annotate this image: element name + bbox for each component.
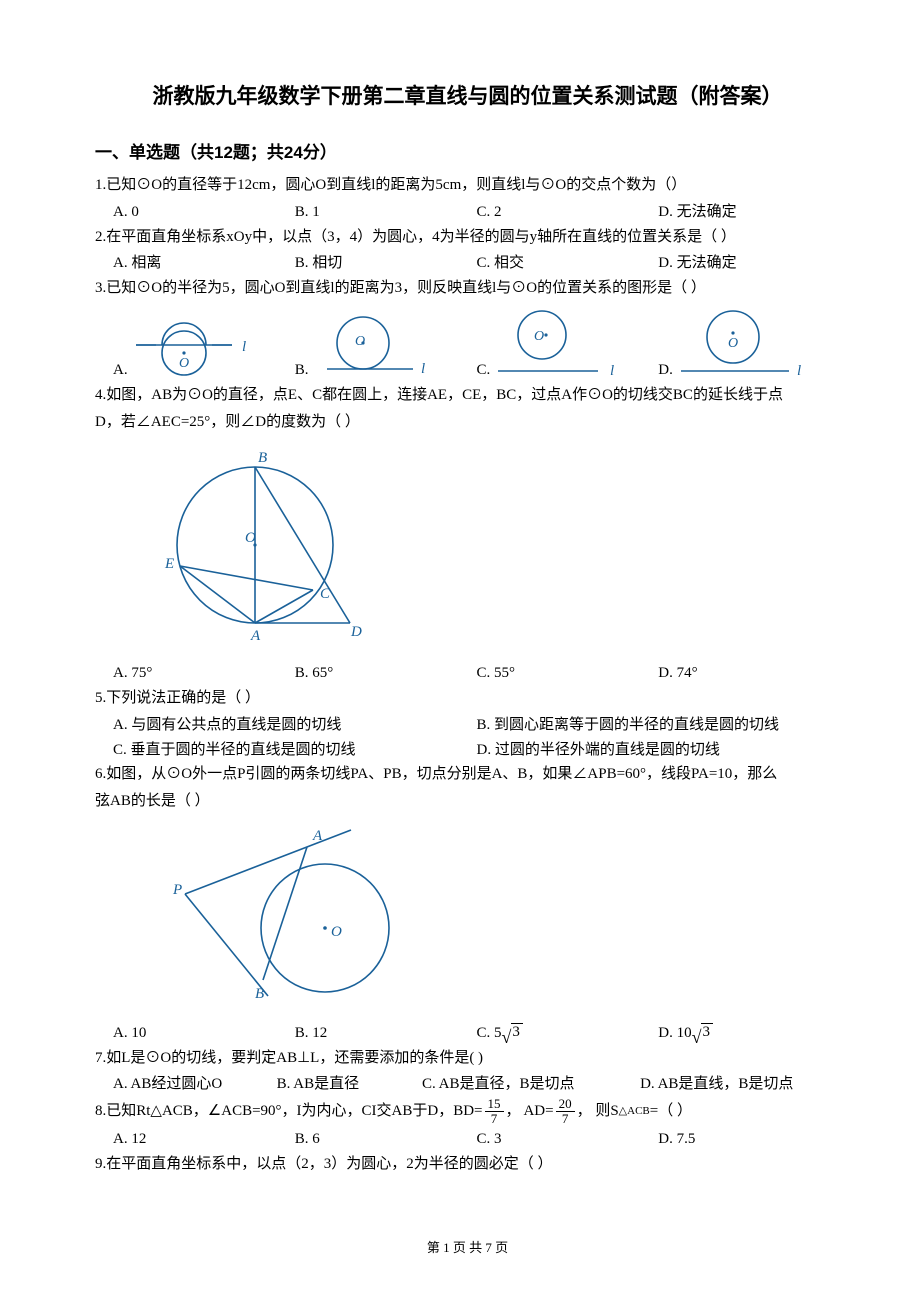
q2-opt-b: B. 相切 (295, 251, 477, 276)
question-6-options: A. 10 B. 12 C. 5√3 D. 10√3 (95, 1021, 840, 1046)
svg-text:B: B (258, 450, 267, 466)
q5-opt-a: A. 与圆有公共点的直线是圆的切线 (113, 713, 477, 738)
q1-opt-b: B. 1 (295, 200, 477, 225)
svg-text:O: O (728, 336, 738, 351)
svg-text:D: D (350, 624, 362, 640)
q6-opt-d: D. 10√3 (658, 1021, 840, 1046)
q8-opt-b: B. 6 (295, 1127, 477, 1152)
question-2: 2.在平面直角坐标系xOy中，以点（3，4）为圆心，4为半径的圆与y轴所在直线的… (95, 225, 840, 250)
question-6-line1: 6.如图，从⊙O外一点P引圆的两条切线PA、PB，切点分别是A、B，如果∠APB… (95, 762, 840, 787)
q7-opt-b: B. AB是直径 (277, 1072, 422, 1097)
q5-opt-c: C. 垂直于圆的半径的直线是圆的切线 (113, 738, 477, 763)
q4-figure: O B A E C D (155, 440, 840, 655)
q7-opt-c: C. AB是直径，B是切点 (422, 1072, 640, 1097)
q8-opt-d: D. 7.5 (658, 1127, 840, 1152)
svg-text:O: O (534, 329, 544, 344)
q6-figure: O P A B (155, 820, 840, 1015)
svg-text:O: O (355, 334, 365, 349)
svg-text:P: P (172, 882, 182, 898)
svg-text:l: l (610, 363, 614, 379)
svg-text:A: A (250, 628, 261, 644)
question-3: 3.已知⊙O的半径为5，圆心O到直线l的距离为3，则反映直线l与⊙O的位置关系的… (95, 276, 840, 301)
question-4-options: A. 75° B. 65° C. 55° D. 74° (95, 661, 840, 686)
question-4-line1: 4.如图，AB为⊙O的直径，点E、C都在圆上，连接AE，CE，BC，过点A作⊙O… (95, 383, 840, 408)
page: 浙教版九年级数学下册第二章直线与圆的位置关系测试题（附答案） 一、单选题（共12… (0, 0, 920, 1296)
question-1-options: A. 0 B. 1 C. 2 D. 无法确定 (95, 200, 840, 225)
q2-opt-c: C. 相交 (477, 251, 659, 276)
q5-opt-d: D. 过圆的半径外端的直线是圆的切线 (477, 738, 841, 763)
q3-opt-c: C. O l (477, 307, 659, 379)
q2-opt-d: D. 无法确定 (658, 251, 840, 276)
q3-opt-b: B. O l (295, 307, 477, 379)
q4-opt-a: A. 75° (113, 661, 295, 686)
q3-fig-d: O l (677, 307, 807, 379)
q8-opt-a: A. 12 (113, 1127, 295, 1152)
q3-fig-b: O l (313, 307, 433, 379)
svg-text:l: l (421, 361, 425, 377)
q6-opt-c: C. 5√3 (477, 1021, 659, 1046)
question-3-options: A. O l B. O l C. (95, 307, 840, 379)
section-heading: 一、单选题（共12题；共24分） (95, 138, 840, 163)
svg-text:O: O (331, 924, 342, 940)
q5-opt-b: B. 到圆心距离等于圆的半径的直线是圆的切线 (477, 713, 841, 738)
question-6-line2: 弦AB的长是（ ） (95, 789, 840, 814)
page-footer: 第 1 页 共 7 页 (95, 1237, 840, 1256)
question-2-options: A. 相离 B. 相切 C. 相交 D. 无法确定 (95, 251, 840, 276)
svg-text:l: l (797, 363, 801, 379)
q3-opt-a: A. O l (113, 307, 295, 379)
q2-opt-a: A. 相离 (113, 251, 295, 276)
q7-opt-a: A. AB经过圆心O (113, 1072, 277, 1097)
q6-opt-b: B. 12 (295, 1021, 477, 1046)
q8-opt-c: C. 3 (477, 1127, 659, 1152)
q4-opt-b: B. 65° (295, 661, 477, 686)
q1-opt-d: D. 无法确定 (658, 200, 840, 225)
svg-text:E: E (164, 556, 174, 572)
q4-opt-c: C. 55° (477, 661, 659, 686)
fraction-2: 20 7 (556, 1097, 575, 1125)
fraction-1: 15 7 (485, 1097, 504, 1125)
question-4-line2: D，若∠AEC=25°，则∠D的度数为（ ） (95, 410, 840, 435)
question-8-options: A. 12 B. 6 C. 3 D. 7.5 (95, 1127, 840, 1152)
question-1: 1.已知⊙O的直径等于12cm，圆心O到直线l的距离为5cm，则直线l与⊙O的交… (95, 173, 840, 198)
q4-opt-d: D. 74° (658, 661, 840, 686)
svg-text:O: O (179, 356, 189, 371)
q3-fig-a: O l (132, 307, 252, 379)
svg-text:l: l (242, 339, 246, 355)
question-5-options: A. 与圆有公共点的直线是圆的切线 B. 到圆心距离等于圆的半径的直线是圆的切线… (95, 713, 840, 763)
question-8: 8.已知Rt△ACB，∠ACB=90°，I为内心，CI交AB于D，BD= 15 … (95, 1097, 840, 1125)
q6-opt-a: A. 10 (113, 1021, 295, 1046)
q3-fig-c: O l (494, 307, 624, 379)
question-7: 7.如L是⊙O的切线，要判定AB⊥L，还需要添加的条件是( ) (95, 1046, 840, 1071)
question-7-options: A. AB经过圆心O B. AB是直径 C. AB是直径，B是切点 D. AB是… (95, 1072, 840, 1097)
q3-opt-d: D. O l (658, 307, 840, 379)
q7-opt-d: D. AB是直线，B是切点 (640, 1072, 840, 1097)
question-5: 5.下列说法正确的是（ ） (95, 686, 840, 711)
q1-opt-a: A. 0 (113, 200, 295, 225)
page-title: 浙教版九年级数学下册第二章直线与圆的位置关系测试题（附答案） (95, 80, 840, 110)
question-9: 9.在平面直角坐标系中，以点（2，3）为圆心，2为半径的圆必定（ ） (95, 1152, 840, 1177)
q1-opt-c: C. 2 (477, 200, 659, 225)
